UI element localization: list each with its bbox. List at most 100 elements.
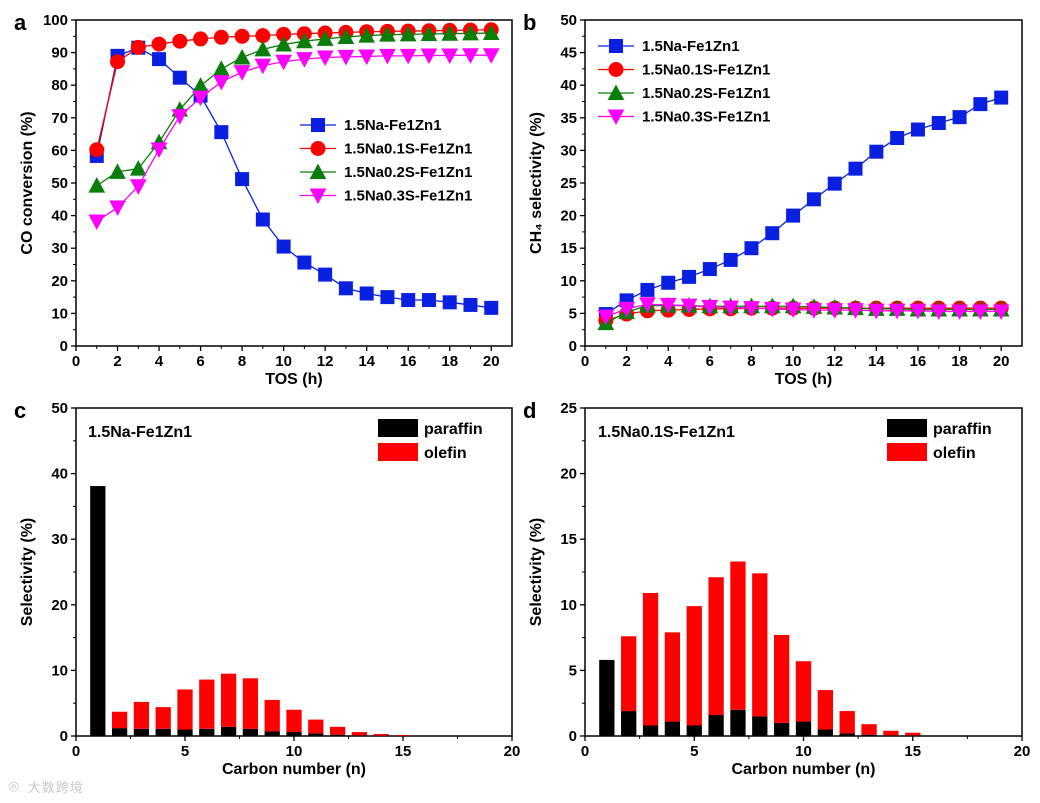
bar-paraffin — [133, 728, 150, 736]
y-tick-label: 20 — [51, 273, 68, 290]
x-axis-label: Carbon number (n) — [732, 761, 876, 778]
data-point — [275, 54, 292, 71]
data-point — [296, 52, 313, 68]
bar-olefin — [642, 592, 659, 726]
data-point — [130, 39, 146, 55]
bar-paraffin — [177, 729, 193, 736]
legend-marker — [607, 84, 625, 100]
data-point — [462, 48, 479, 64]
bar-paraffin — [242, 728, 259, 736]
x-tick-label: 4 — [155, 353, 164, 370]
data-point — [316, 30, 334, 46]
data-point — [171, 109, 189, 125]
data-point — [129, 160, 147, 176]
y-tick-label: 20 — [51, 597, 68, 614]
x-tick-label: 14 — [868, 353, 885, 370]
legend-label: 1.5Na0.3S-Fe1Zn1 — [642, 109, 770, 126]
data-point — [763, 301, 781, 318]
data-point — [909, 303, 927, 320]
data-point — [702, 262, 717, 277]
y-tick-label: 35 — [560, 110, 577, 127]
data-point — [172, 70, 187, 85]
y-axis-label: CO conversion (%) — [19, 111, 36, 254]
bar-paraffin — [395, 735, 411, 737]
y-tick-label: 50 — [560, 12, 577, 29]
data-point — [254, 40, 272, 57]
bar-paraffin — [752, 716, 768, 736]
data-point — [235, 172, 250, 187]
bar-paraffin — [795, 721, 812, 736]
data-point — [296, 32, 313, 49]
data-point — [276, 239, 291, 254]
bar-olefin — [817, 690, 833, 730]
bar-paraffin — [817, 729, 833, 736]
bar-olefin — [351, 732, 368, 736]
panel-letter: a — [14, 10, 27, 35]
data-point — [848, 161, 863, 176]
data-point — [379, 48, 396, 65]
data-point — [255, 212, 270, 227]
legend-label: 1.5Na-Fe1Zn1 — [344, 117, 442, 134]
data-point — [255, 28, 271, 44]
data-point — [701, 299, 719, 316]
y-tick-label: 10 — [51, 305, 68, 322]
bar-olefin — [774, 634, 790, 723]
data-point — [89, 142, 105, 158]
data-point — [765, 226, 780, 241]
x-tick-label: 0 — [581, 353, 589, 370]
data-point — [618, 301, 635, 318]
bar-paraffin — [111, 728, 128, 736]
legend-swatch — [887, 443, 927, 461]
y-tick-label: 0 — [569, 728, 577, 745]
y-axis-label: CH₄ selectivity (%) — [528, 112, 545, 254]
data-point — [597, 309, 615, 326]
y-tick-label: 0 — [60, 338, 68, 355]
data-point — [254, 58, 272, 75]
data-point — [380, 290, 395, 305]
x-tick-label: 12 — [317, 353, 334, 370]
data-point — [192, 90, 209, 107]
legend-marker — [309, 163, 327, 179]
bar-paraffin — [730, 709, 746, 736]
legend-swatch — [378, 419, 418, 437]
data-point — [867, 303, 885, 320]
legend-label: paraffin — [933, 421, 992, 438]
data-point — [952, 110, 967, 125]
y-tick-label: 5 — [569, 662, 577, 679]
bar-paraffin — [286, 732, 302, 736]
data-point — [827, 176, 842, 191]
data-point — [806, 192, 821, 207]
bar-olefin — [839, 711, 855, 734]
x-tick-label: 15 — [395, 743, 412, 760]
data-point — [150, 142, 168, 158]
x-axis-label: TOS (h) — [265, 371, 322, 388]
bar-olefin — [883, 730, 899, 736]
bar-paraffin — [861, 734, 877, 736]
x-tick-label: 20 — [483, 353, 500, 370]
bar-paraffin — [308, 733, 324, 736]
data-point — [152, 52, 167, 67]
legend-swatch — [378, 443, 418, 461]
bar-paraffin — [351, 735, 368, 736]
data-point — [421, 293, 436, 308]
y-tick-label: 30 — [560, 142, 577, 159]
data-point — [109, 163, 126, 179]
x-tick-label: 20 — [504, 743, 521, 760]
y-tick-label: 15 — [560, 531, 577, 548]
legend-label: 1.5Na0.1S-Fe1Zn1 — [344, 141, 472, 158]
y-axis-label: Selectivity (%) — [19, 518, 36, 626]
bar-olefin — [199, 679, 215, 729]
data-point — [379, 26, 396, 42]
data-point — [316, 50, 334, 67]
y-tick-label: 15 — [560, 240, 577, 257]
data-point — [659, 297, 677, 314]
x-tick-label: 10 — [286, 743, 303, 760]
bar-olefin — [905, 732, 921, 736]
data-point — [358, 49, 376, 66]
data-point — [401, 293, 416, 308]
bar-paraffin — [90, 486, 106, 736]
bar-paraffin — [883, 735, 899, 736]
y-tick-label: 100 — [43, 12, 68, 29]
bar-olefin — [264, 699, 280, 732]
